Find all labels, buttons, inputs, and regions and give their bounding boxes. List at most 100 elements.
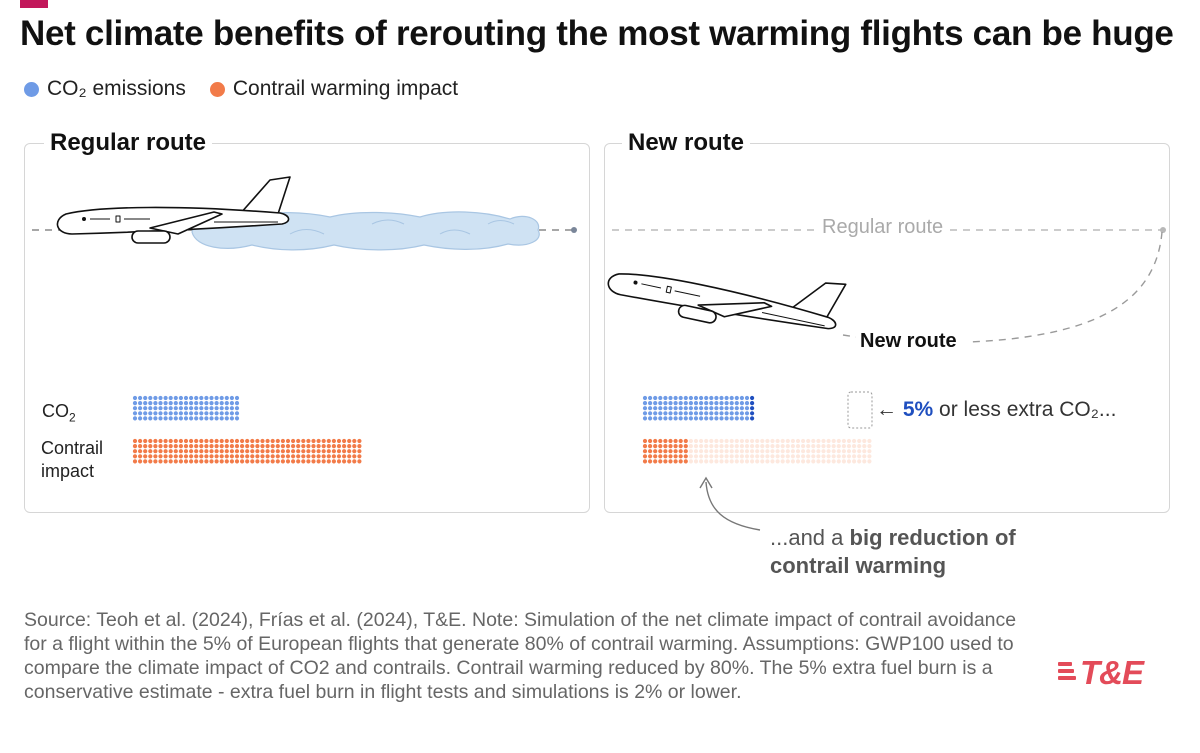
avoided-contrail-dot [770,444,775,449]
contrail-dot [275,449,280,454]
co2-dot [739,406,745,411]
co2-dot [183,411,189,416]
contrail-dot [214,438,219,444]
contrail-dot [168,444,173,449]
avoided-contrail-dot [816,449,821,454]
avoided-contrail-dot [699,438,704,444]
contrail-dot [260,449,265,454]
contrail-dot [326,438,331,444]
co2-dot [229,401,234,406]
avoided-contrail-dot [693,438,699,444]
extra-co2-dot [750,395,755,401]
co2-dot [673,406,678,411]
co2-dot [168,411,173,416]
co2-dot [688,401,694,406]
contrail-dot [668,454,673,459]
avoided-contrail-dot [699,459,704,464]
avoided-contrail-dot [775,454,780,459]
avoided-contrail-dot [831,444,836,449]
contrail-dot [275,444,280,449]
co2-dot [699,416,704,421]
co2-dot [209,406,214,411]
contrail-dot [153,454,158,459]
contrail-dot [331,449,336,454]
avoided-contrail-dot [775,444,780,449]
co2-dot [719,401,724,406]
co2-dot [663,416,668,421]
co2-dot [199,406,204,411]
contrail-dot [158,459,163,464]
contrail-dot [347,444,352,449]
co2-dot [688,406,694,411]
avoided-contrail-dot [801,449,806,454]
contrail-dot [306,454,311,459]
extra-co2-text: or less extra CO₂... [933,398,1117,421]
co2-dot [714,406,719,411]
avoided-contrail-dot [739,449,745,454]
contrail-dot [209,444,214,449]
contrail-dot [163,459,168,464]
contrail-dot [653,438,658,444]
contrail-dot [240,438,245,444]
co2-dot [219,406,224,411]
contrail-reduction-note: ...and a big reduction of contrail warmi… [770,524,1070,580]
avoided-contrail-dot [862,454,867,459]
avoided-contrail-dot [719,454,724,459]
contrail-dot [153,449,158,454]
avoided-contrail-dot [846,444,852,449]
contrail-dot [336,459,342,464]
source-note: Source: Teoh et al. (2024), Frías et al.… [24,609,1017,703]
co2-dot [163,401,168,406]
co2-dot [148,406,153,411]
avoided-contrail-dot [821,449,826,454]
avoided-contrail-dot [836,444,841,449]
contrail-dot [648,449,653,454]
contrail-dot [219,454,224,459]
contrail-dot [648,459,653,464]
avoided-contrail-dot [755,454,760,459]
co2-dot [199,395,204,401]
avoided-contrail-dot [785,459,790,464]
co2-dot [148,395,153,401]
co2-dot [734,416,739,421]
contrail-dot [229,454,234,459]
co2-dot [739,416,745,421]
contrail-dot [658,449,663,454]
co2-dot [204,411,209,416]
avoided-contrail-dot [790,449,796,454]
contrail-dot [306,449,311,454]
avoided-contrail-dot [750,454,755,459]
avoided-contrail-dot [765,438,770,444]
contrail-dot [204,444,209,449]
avoided-contrail-dot [785,444,790,449]
contrail-dot [658,438,663,444]
contrail-dot [245,449,250,454]
regular-route-title: Regular route [44,129,213,157]
co2-dot [168,401,173,406]
co2-dot [699,411,704,416]
co2-dot [699,406,704,411]
contrail-dot [668,459,673,464]
avoided-contrail-dot [770,454,775,459]
contrail-dot [163,449,168,454]
co2-dot [719,416,724,421]
contrail-dot [204,438,209,444]
contrail-dot [663,454,668,459]
contrail-dot [683,449,688,454]
co2-dot [648,395,653,401]
co2-dot [744,406,750,411]
contrail-dot [183,454,189,459]
avoided-contrail-dot [790,444,796,449]
contrail-dot [209,454,214,459]
co2-dot [642,395,648,401]
contrail-dot [678,459,683,464]
co2-dot [163,406,168,411]
avoided-contrail-dot [811,444,816,449]
contrail-dot [143,444,148,449]
co2-dot [673,395,678,401]
contrail-dot [321,459,326,464]
co2-dot [704,395,709,401]
co2-dot [173,406,178,411]
contrail-dot [240,449,245,454]
contrail-dot [214,449,219,454]
